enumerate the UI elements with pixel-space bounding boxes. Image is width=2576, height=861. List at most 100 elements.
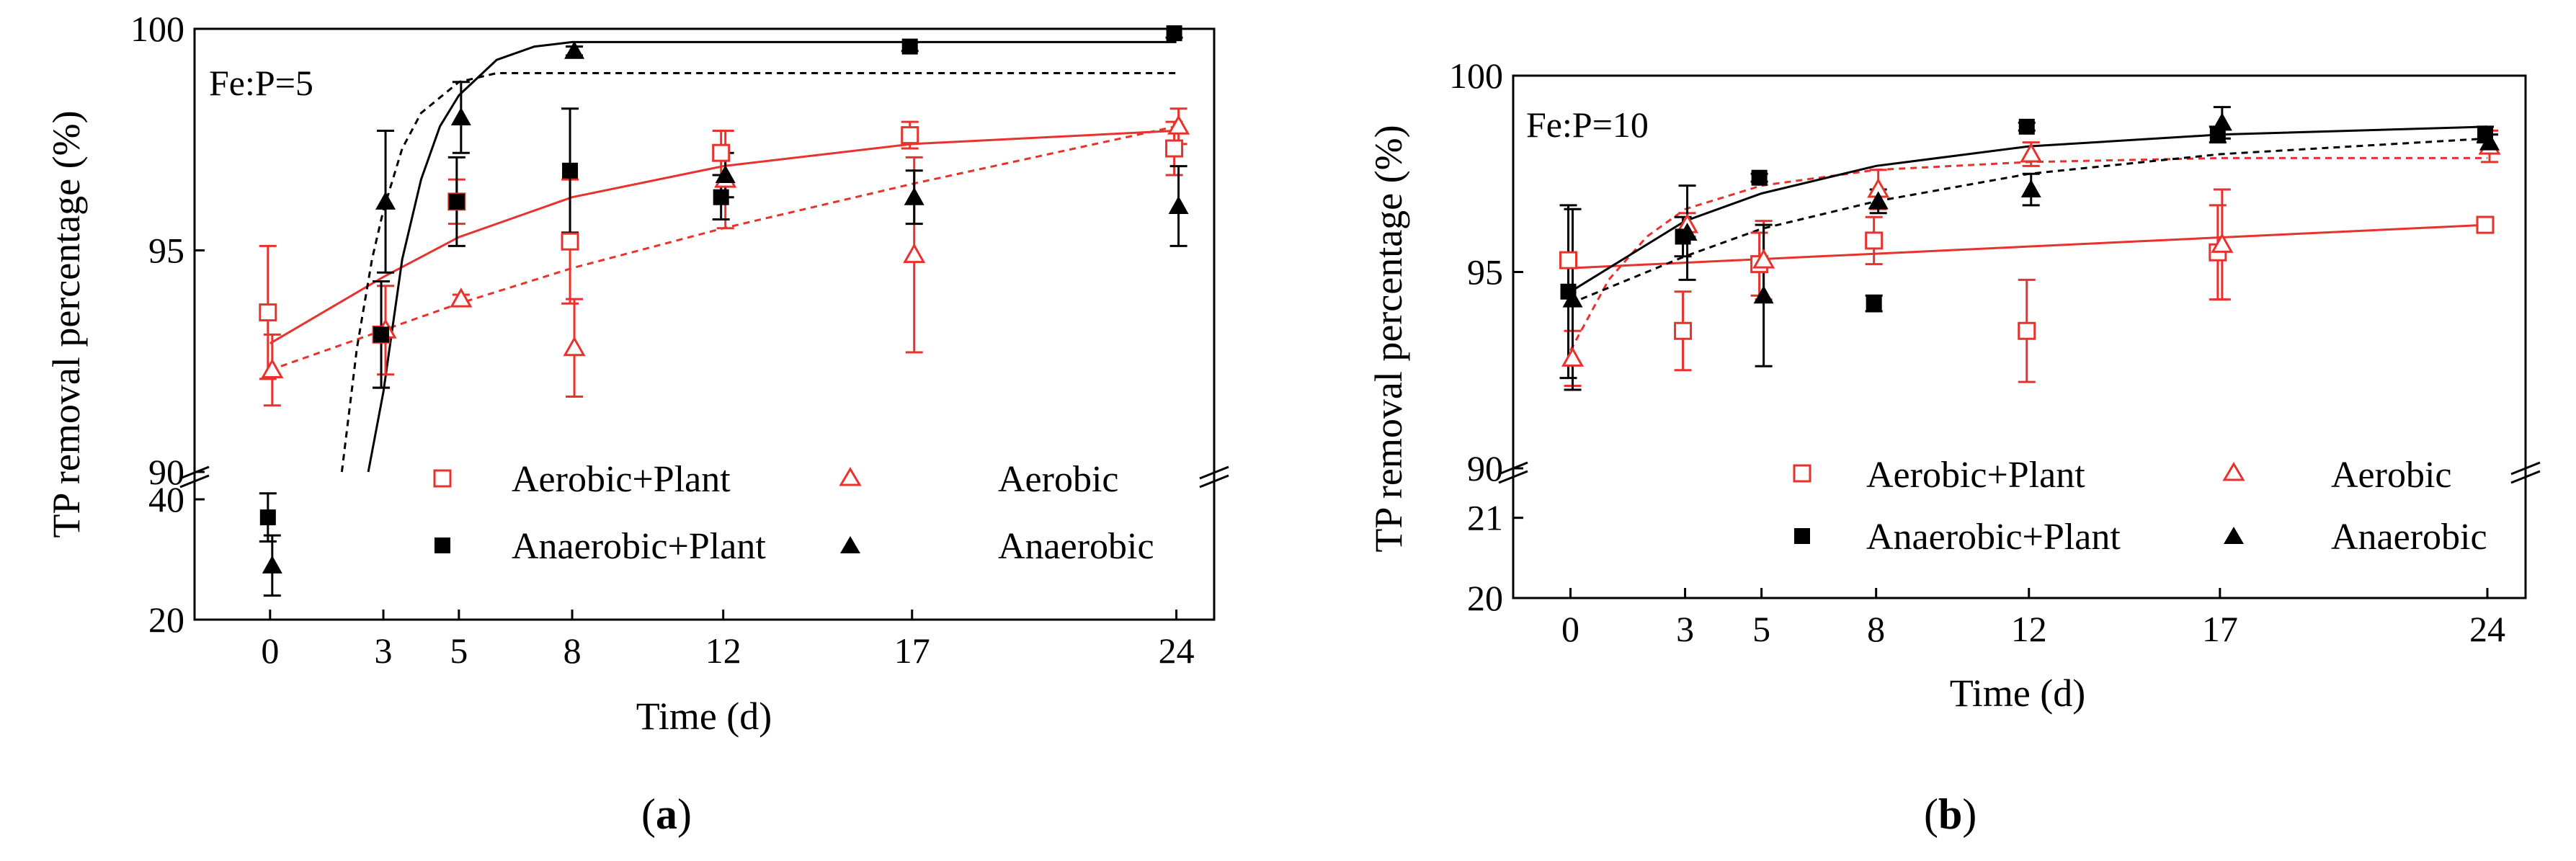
marker-anaerobic bbox=[262, 555, 282, 574]
marker-anaerobic-plant bbox=[562, 162, 579, 179]
marker-anaerobic bbox=[450, 107, 471, 125]
legend-marker-anaerobic-plant-a bbox=[434, 537, 450, 553]
marker-anaerobic-plant bbox=[901, 38, 918, 55]
fit-curve-anaerobic-plant bbox=[367, 40, 1177, 473]
marker-anaerobic bbox=[375, 191, 396, 210]
ticks-a: 0 3 5 8 12 17 24 90 95 100 20 40 bbox=[130, 9, 1195, 671]
y-tick-label: 100 bbox=[1449, 55, 1503, 96]
y-tick-label: 95 bbox=[148, 231, 184, 271]
marker-aerobic bbox=[1561, 347, 1585, 367]
marker-aerobic bbox=[2211, 233, 2234, 253]
legend-label-anaerobic-a: Anaerobic bbox=[998, 526, 1154, 567]
y-tick-label: 90 bbox=[148, 452, 184, 492]
marker-anaerobic-plant bbox=[1751, 169, 1768, 186]
y-tick-label: 20 bbox=[148, 599, 184, 640]
marker-aerobic bbox=[2020, 142, 2043, 163]
marker-anaerobic bbox=[1753, 285, 1774, 304]
ticks-b: 0 3 5 8 12 17 24 90 95 100 20 21 bbox=[1449, 55, 2505, 649]
y-tick-label: 20 bbox=[1467, 578, 1503, 618]
chart-panel-a: 0 3 5 8 12 17 24 90 95 100 20 40 Fe:P=5 Time (d) TP… bbox=[45, 9, 1229, 838]
legend-label-anaerobic-plant-a: Anaerobic+Plant bbox=[512, 526, 766, 567]
marker-anaerobic-plant bbox=[1166, 25, 1182, 42]
x-tick-label: 12 bbox=[705, 630, 741, 671]
marker-anaerobic-plant bbox=[448, 193, 465, 210]
fit-curve-aerobic-plant bbox=[269, 129, 1177, 344]
x-tick-label: 17 bbox=[894, 630, 930, 671]
marker-anaerobic-plant bbox=[713, 189, 729, 205]
fit-curve-aerobic bbox=[269, 125, 1177, 372]
axis-break-right-a-2 bbox=[1199, 474, 1229, 489]
x-tick-label: 0 bbox=[1561, 609, 1579, 649]
annotation-b: Fe:P=10 bbox=[1526, 104, 1649, 145]
x-axis-title-a: Time (d) bbox=[636, 695, 772, 738]
x-tick-label: 24 bbox=[2469, 609, 2505, 649]
legend-label-aerobic-b: Aerobic bbox=[2331, 455, 2451, 496]
x-axis-title-b: Time (d) bbox=[1950, 672, 2086, 715]
legend-marker-aerobic-plant-a bbox=[433, 469, 452, 488]
legend-b: Aerobic+Plant Aerobic Anaerobic+Plant An… bbox=[1793, 455, 2487, 558]
marker-anaerobic bbox=[1677, 223, 1698, 241]
legend-label-aerobic-plant-a: Aerobic+Plant bbox=[512, 459, 731, 500]
marker-aerobic-plant bbox=[259, 303, 277, 322]
axis-break-right-a bbox=[1199, 465, 1229, 480]
marker-anaerobic-plant bbox=[2018, 118, 2035, 135]
marker-anaerobic-plant bbox=[259, 509, 276, 526]
legend-marker-aerobic-a bbox=[839, 467, 862, 486]
legend-marker-aerobic-plant-b bbox=[1793, 464, 1811, 483]
marker-aerobic bbox=[261, 358, 284, 379]
x-tick-label: 8 bbox=[1867, 609, 1885, 649]
x-tick-label: 0 bbox=[261, 630, 279, 671]
axis-break-left-b-2 bbox=[1498, 470, 1528, 484]
legend-a: Aerobic+Plant Aerobic Anaerobic+Plant An… bbox=[433, 459, 1154, 567]
data-markers-b bbox=[1559, 112, 2501, 367]
marker-anaerobic bbox=[2020, 179, 2041, 198]
panel-label-b: (b) bbox=[1924, 790, 1976, 838]
x-tick-label: 24 bbox=[1159, 630, 1195, 671]
legend-label-anaerobic-plant-b: Anaerobic+Plant bbox=[1866, 517, 2121, 558]
plot-frame-b bbox=[1512, 74, 2527, 599]
y-tick-label: 90 bbox=[1467, 448, 1503, 489]
y-tick-label: 40 bbox=[148, 479, 184, 519]
x-tick-label: 5 bbox=[1752, 609, 1770, 649]
marker-aerobic bbox=[1752, 249, 1775, 269]
marker-aerobic-plant bbox=[1559, 251, 1578, 269]
marker-aerobic bbox=[1167, 115, 1190, 135]
marker-anaerobic-plant bbox=[373, 326, 390, 343]
marker-anaerobic-plant bbox=[1866, 295, 1882, 312]
marker-anaerobic bbox=[904, 187, 924, 205]
marker-anaerobic bbox=[2479, 132, 2500, 151]
plot-frame-a bbox=[193, 27, 1216, 621]
legend-label-aerobic-plant-b: Aerobic+Plant bbox=[1866, 455, 2085, 496]
axis-break-right-b-2 bbox=[2510, 470, 2541, 484]
error-bars-a bbox=[259, 27, 1187, 597]
y-tick-label: 21 bbox=[1467, 498, 1503, 538]
legend-marker-anaerobic-a bbox=[840, 536, 860, 553]
x-tick-label: 5 bbox=[450, 630, 468, 671]
marker-anaerobic bbox=[1562, 289, 1583, 308]
x-tick-label: 17 bbox=[2202, 609, 2238, 649]
fit-curve-aerobic bbox=[1569, 156, 2487, 352]
marker-anaerobic bbox=[2211, 112, 2232, 131]
legend-label-anaerobic-b: Anaerobic bbox=[2331, 517, 2487, 558]
marker-aerobic-plant bbox=[1674, 321, 1693, 340]
marker-anaerobic bbox=[715, 164, 736, 183]
y-axis-title-a: TP removal percentage (%) bbox=[45, 110, 88, 537]
legend-marker-aerobic-b bbox=[2222, 462, 2245, 481]
chart-panel-b: 0 3 5 8 12 17 24 90 95 100 20 21 Fe:P=10 Time (d) T… bbox=[1367, 55, 2541, 838]
fit-curves-a bbox=[269, 40, 1177, 473]
legend-marker-anaerobic-b bbox=[2224, 527, 2244, 544]
y-tick-label: 95 bbox=[1467, 252, 1503, 293]
y-tick-label: 100 bbox=[130, 9, 184, 49]
marker-aerobic bbox=[903, 243, 926, 264]
marker-anaerobic bbox=[564, 40, 585, 59]
marker-anaerobic bbox=[1868, 191, 1889, 210]
marker-aerobic-plant bbox=[901, 126, 919, 145]
panel-label-a: (a) bbox=[641, 790, 692, 838]
marker-aerobic bbox=[450, 287, 473, 308]
fit-curve-aerobic-plant bbox=[1570, 223, 2488, 269]
fit-curve-anaerobic bbox=[1569, 137, 2488, 305]
marker-aerobic-plant bbox=[712, 143, 731, 162]
y-axis-title-b: TP removal percentage (%) bbox=[1367, 125, 1410, 552]
annotation-a: Fe:P=5 bbox=[209, 63, 313, 103]
x-tick-label: 3 bbox=[1676, 609, 1694, 649]
